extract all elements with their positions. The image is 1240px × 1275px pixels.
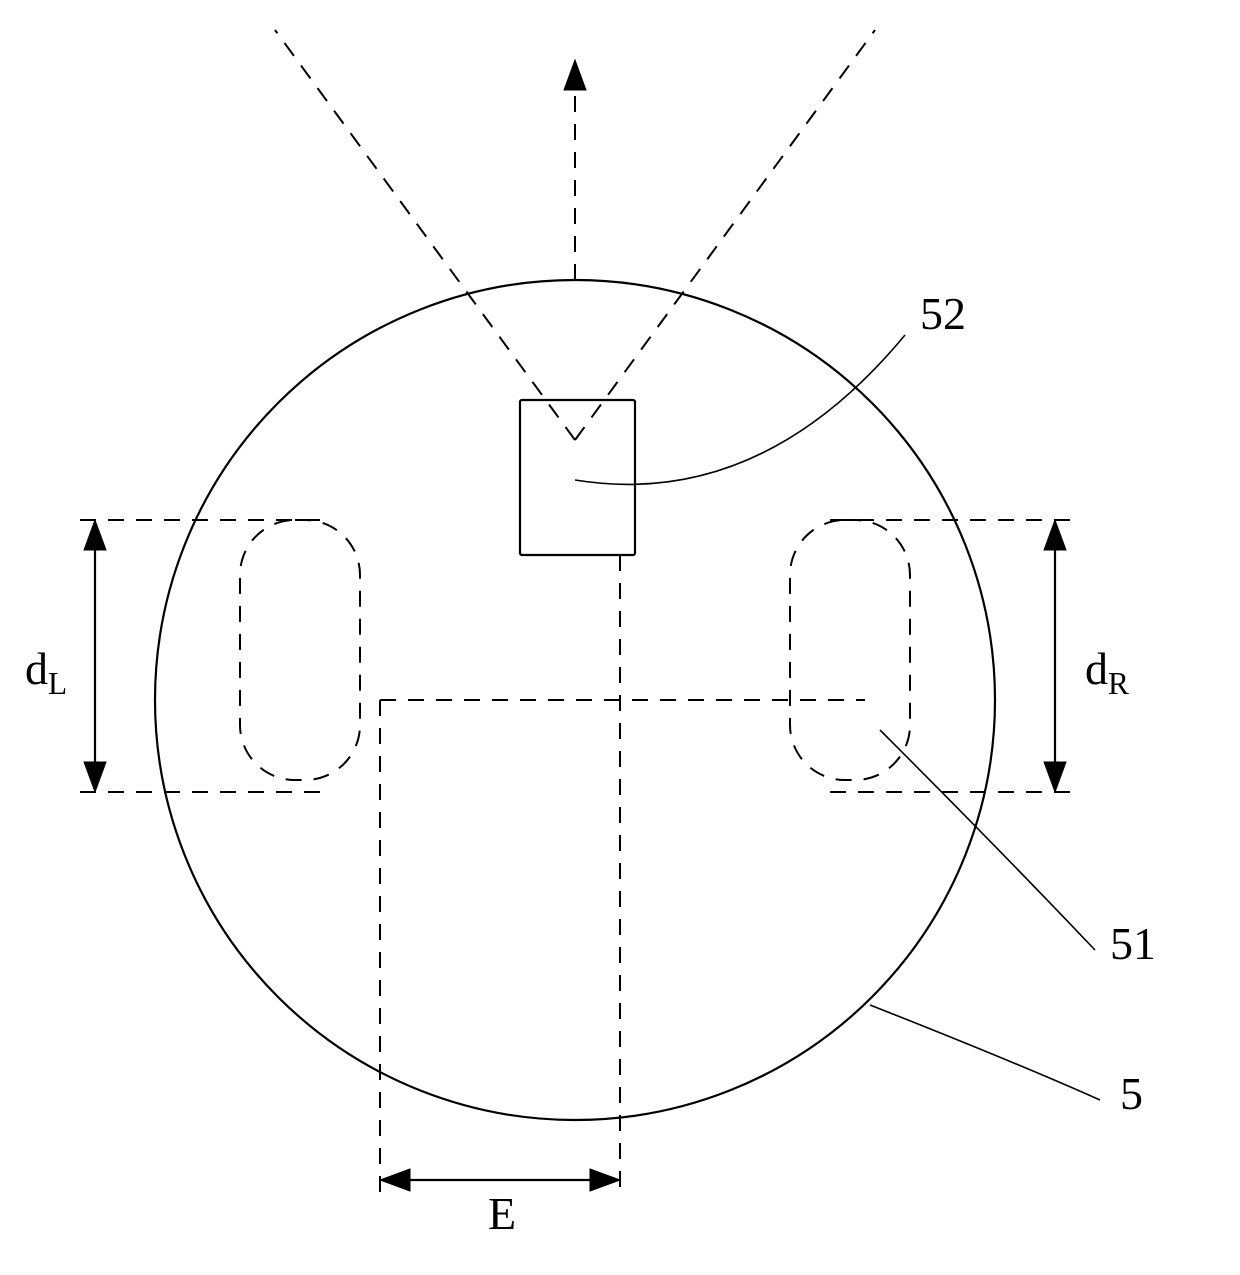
cone-right [575, 30, 875, 440]
wheel-left [240, 520, 360, 780]
dim-E-head-right [590, 1169, 620, 1191]
label-dR: dR [1085, 642, 1129, 702]
label-dR-main: d [1085, 643, 1108, 694]
callout-51: 51 [1110, 917, 1156, 970]
diagram-stage: dL dR E 52 51 5 [0, 0, 1240, 1275]
label-dL: dL [25, 642, 67, 702]
dim-dR-head-bot [1044, 762, 1066, 792]
label-dR-sub: R [1108, 666, 1129, 701]
dim-dR-head-top [1044, 520, 1066, 550]
dim-dL-head-top [84, 520, 106, 550]
diagram-svg [0, 0, 1240, 1275]
callout-5: 5 [1120, 1067, 1143, 1120]
label-dL-main: d [25, 643, 48, 694]
callout-52: 52 [920, 287, 966, 340]
heading-arrow-head [564, 60, 586, 90]
leader-52 [575, 335, 905, 484]
label-dL-sub: L [48, 666, 67, 701]
sensor-box [520, 400, 635, 555]
leader-5 [870, 1005, 1100, 1100]
dim-E-head-left [380, 1169, 410, 1191]
dim-dL-head-bot [84, 762, 106, 792]
cone-left [275, 30, 575, 440]
label-E: E [488, 1187, 516, 1240]
robot-body-circle [155, 280, 995, 1120]
